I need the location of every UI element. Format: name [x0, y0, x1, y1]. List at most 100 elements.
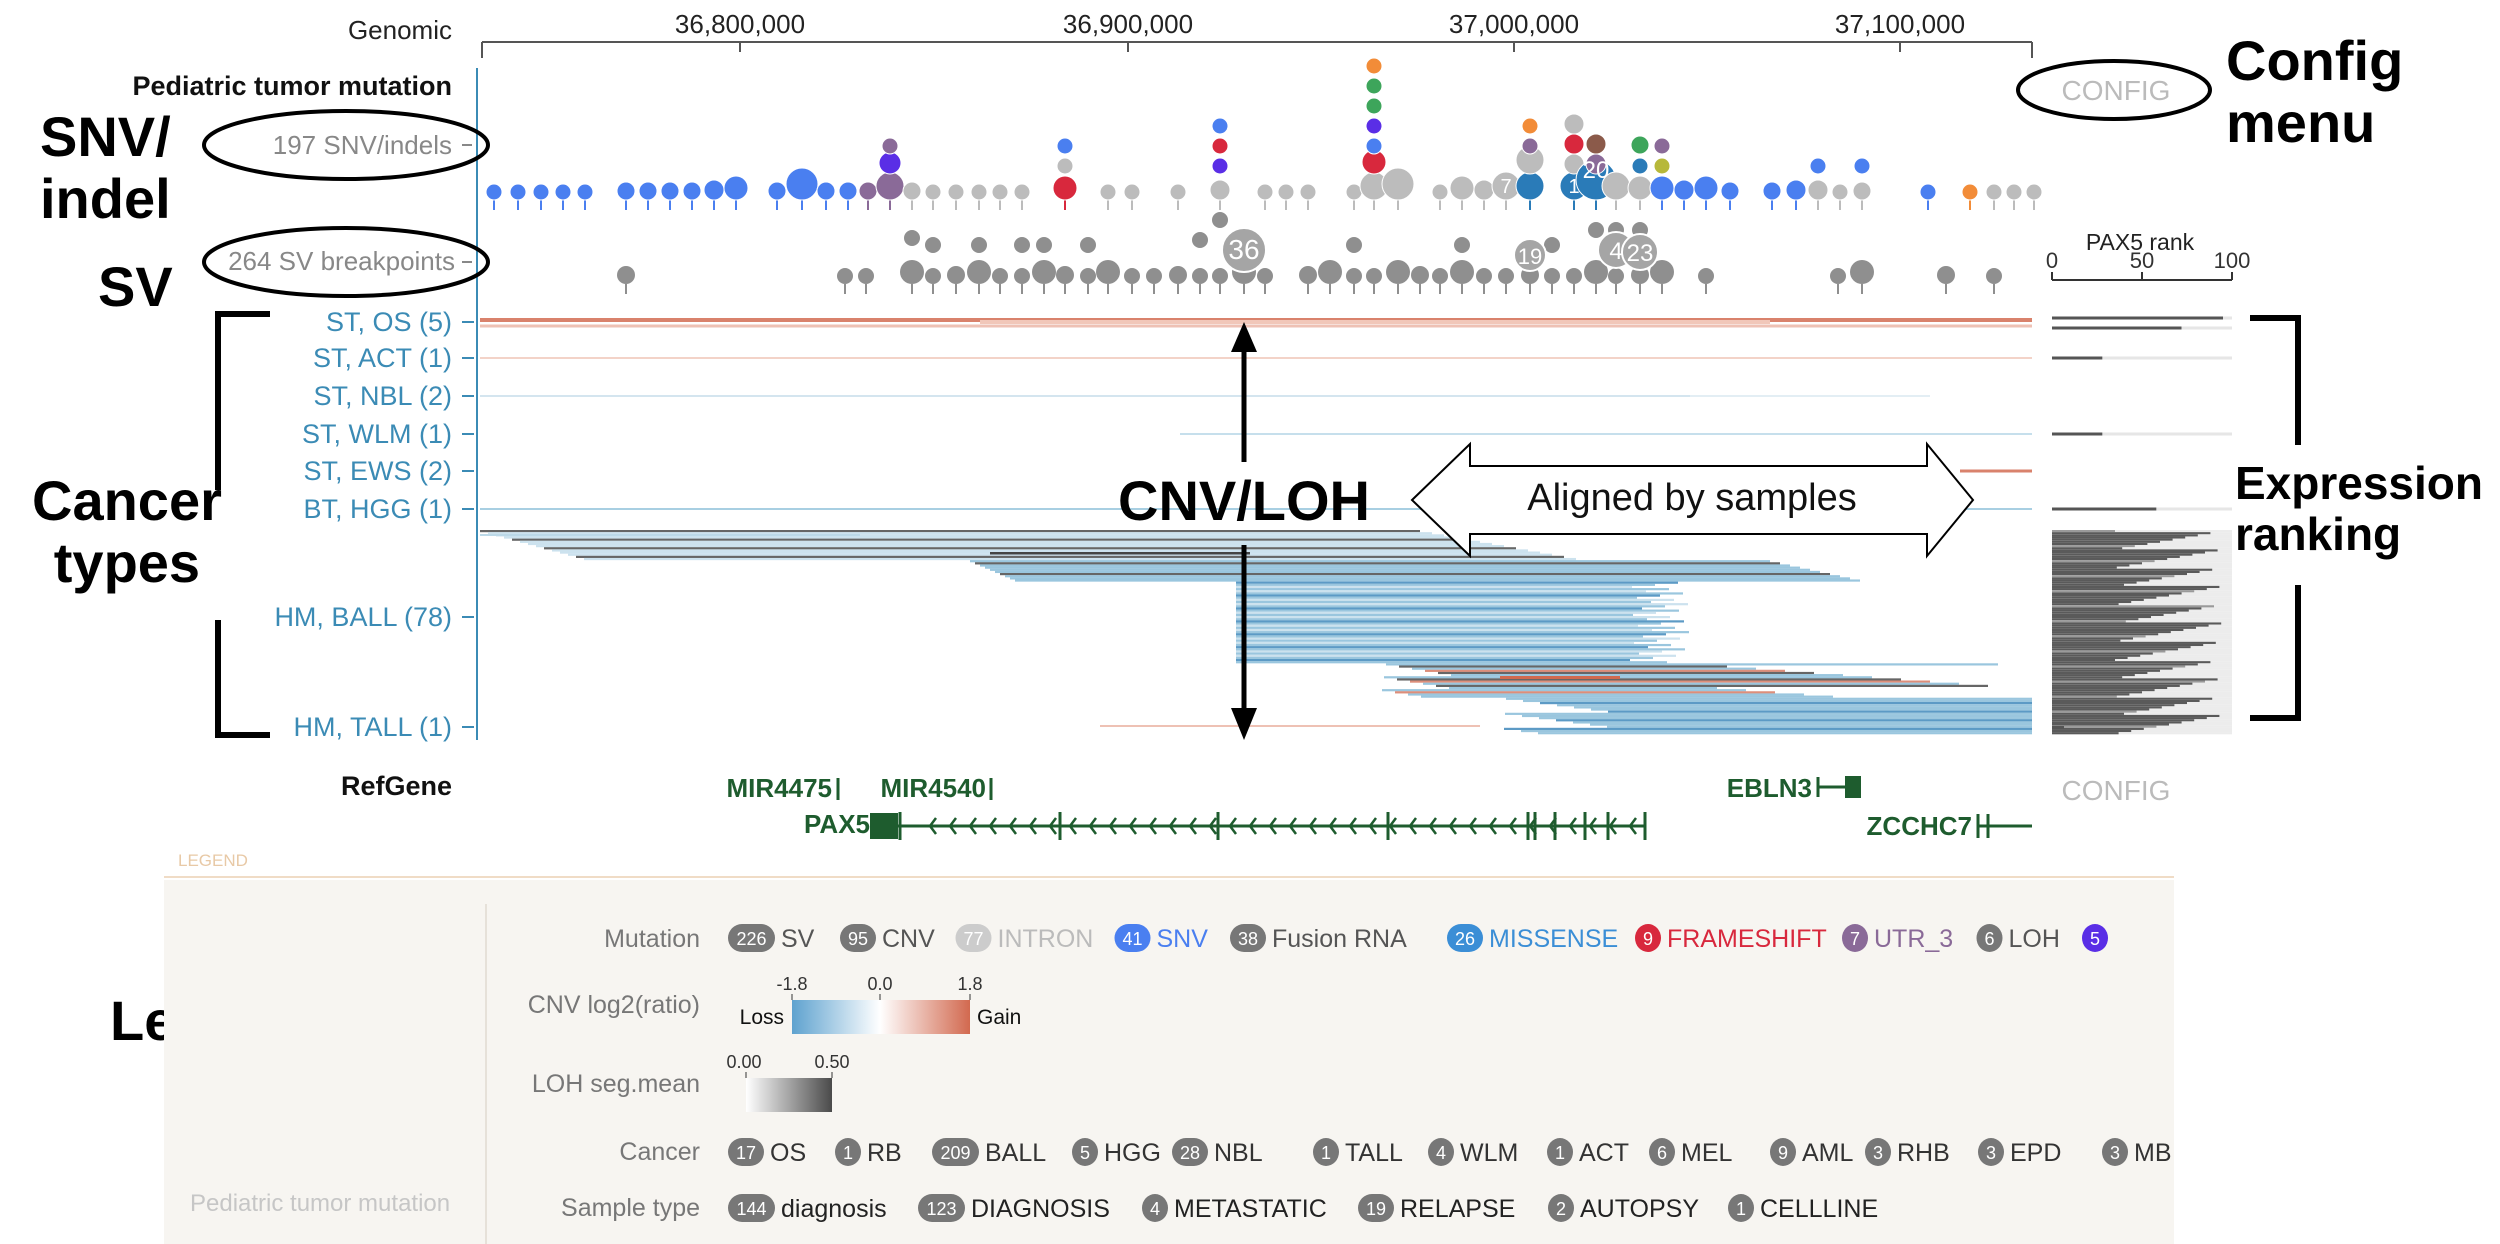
- config-ellipse: [2016, 59, 2212, 121]
- expression-bar: [2052, 592, 2182, 595]
- snv-dot: [1985, 183, 2003, 201]
- cnv-segment: [576, 555, 1564, 558]
- expression-bar: [2052, 536, 2186, 539]
- refgene-config-button[interactable]: CONFIG: [2062, 775, 2171, 806]
- expression-bar: [2052, 603, 2119, 606]
- expression-bar: [2052, 635, 2146, 638]
- snv-ellipse: [202, 109, 490, 181]
- expression-bar-bg: [2052, 583, 2232, 586]
- cnv-segment: [1436, 684, 1988, 687]
- expression-bar: [2052, 607, 2202, 610]
- cnv-segment: [1397, 678, 1901, 681]
- sv-dot: [1346, 268, 1362, 284]
- sv-dot: [1450, 260, 1474, 284]
- sv-dot: [992, 268, 1008, 284]
- expression-title: PAX5 rank: [2086, 229, 2195, 255]
- expression-bar: [2052, 695, 2117, 698]
- expression-bar: [2052, 600, 2132, 604]
- cnv-segment: [1236, 650, 1662, 653]
- cnv-segment: [990, 552, 1250, 555]
- sv-dot: [1036, 237, 1052, 253]
- cancer-type-labels[interactable]: ST, OS (5) ST, ACT (1) ST, NBL (2) ST, WLM …: [274, 307, 474, 742]
- sv-dot: [1608, 268, 1624, 284]
- sv-breakpoint-dots[interactable]: 36 19 4 23: [617, 212, 2002, 294]
- cnv-segment: [1236, 596, 1637, 599]
- snv-dot: [576, 183, 594, 201]
- snv-count-label: 7: [1500, 176, 1511, 198]
- gene-strand-arrow: [1228, 817, 1237, 835]
- gene-strand-arrow: [1168, 817, 1177, 835]
- cnv-segment: [1500, 676, 1620, 679]
- expression-bar: [2052, 633, 2159, 636]
- snv-count-label: 1: [1568, 176, 1579, 198]
- sv-dot: [971, 237, 987, 253]
- cnv-segment: [1236, 594, 1660, 597]
- cnv-segment: [1539, 717, 2032, 720]
- snv-dot: [1256, 183, 1274, 201]
- sv-dot: [1014, 237, 1030, 253]
- snv-dot: [2025, 183, 2043, 201]
- snv-dot: [1449, 175, 1475, 201]
- sv-dot: [1698, 268, 1714, 284]
- cnv-segment: [1180, 433, 2032, 435]
- cnv-segment: [1505, 712, 2032, 715]
- expression-bar: [2052, 551, 2205, 554]
- cancer-type-label: ST, EWS (2): [303, 456, 452, 486]
- sv-breakpoints-label[interactable]: 264 SV breakpoints: [228, 246, 455, 276]
- snv-dot: [1831, 183, 1849, 201]
- expression-bar: [2052, 654, 2141, 657]
- config-button[interactable]: CONFIG: [2062, 75, 2171, 106]
- sv-dot: [1432, 268, 1448, 284]
- expression-bar-bg: [2102, 432, 2232, 436]
- expression-bar: [2052, 667, 2173, 670]
- snv-lollipops[interactable]: 7 120: [485, 57, 2043, 210]
- expression-bars[interactable]: [2052, 316, 2232, 735]
- expression-bar: [2052, 684, 2180, 687]
- expression-bar: [2052, 507, 2157, 511]
- cnv-segment: [985, 566, 1800, 569]
- gene-models[interactable]: MIR4475 MIR4540 PAX5 EBLN3 ZCCHC7: [727, 773, 2033, 841]
- expression-bar: [2052, 708, 2150, 711]
- cnv-segment: [1236, 659, 1630, 662]
- snv-dot: [509, 183, 527, 201]
- snv-dot: [1056, 157, 1074, 175]
- expression-bar: [2052, 641, 2216, 644]
- expression-bar: [2052, 575, 2175, 578]
- cancer-type-label: BT, HGG (1): [303, 494, 452, 524]
- expression-bar: [2052, 729, 2132, 733]
- cnv-segment: [1236, 626, 1675, 629]
- snv-dot: [1919, 183, 1937, 201]
- expression-bar: [2052, 611, 2177, 614]
- expression-bar: [2052, 326, 2182, 330]
- expression-bar: [2052, 540, 2160, 543]
- sv-dot: [1212, 268, 1228, 284]
- gene-strand-arrow: [1048, 817, 1057, 835]
- cnv-loh-segments[interactable]: [480, 318, 2032, 735]
- snv-dot: [1277, 183, 1295, 201]
- cnv-segment: [1521, 729, 2032, 733]
- expression-bar: [2052, 618, 2139, 621]
- snv-dot: [660, 181, 680, 201]
- cnv-segment: [488, 532, 1432, 535]
- expression-bar: [2052, 577, 2162, 580]
- cnv-segment: [1449, 686, 1717, 690]
- cnv-segment: [528, 542, 1492, 546]
- sv-count-dot: [1513, 238, 1547, 272]
- snv-indel-label[interactable]: 197 SNV/indels: [273, 130, 452, 160]
- cnv-segment: [1236, 588, 1669, 591]
- expression-bar: [2052, 549, 2218, 552]
- expression-bar: [2052, 663, 2198, 666]
- ruler-tick-label: 36,800,000: [675, 9, 805, 39]
- snv-dot: [682, 181, 702, 201]
- expression-bar-bg: [2052, 639, 2232, 642]
- cnv-segment: [1410, 680, 1930, 683]
- expression-bar: [2052, 680, 2205, 683]
- snv-dot: [1431, 183, 1449, 201]
- snv-dot: [485, 183, 503, 201]
- gene-strand-arrow: [988, 817, 997, 835]
- cnv-segment: [1608, 710, 2032, 713]
- snv-dot: [947, 183, 965, 201]
- expression-bar-bg: [2052, 603, 2232, 606]
- cnv-segment: [1236, 618, 1647, 621]
- cnv-segment: [1236, 633, 1666, 636]
